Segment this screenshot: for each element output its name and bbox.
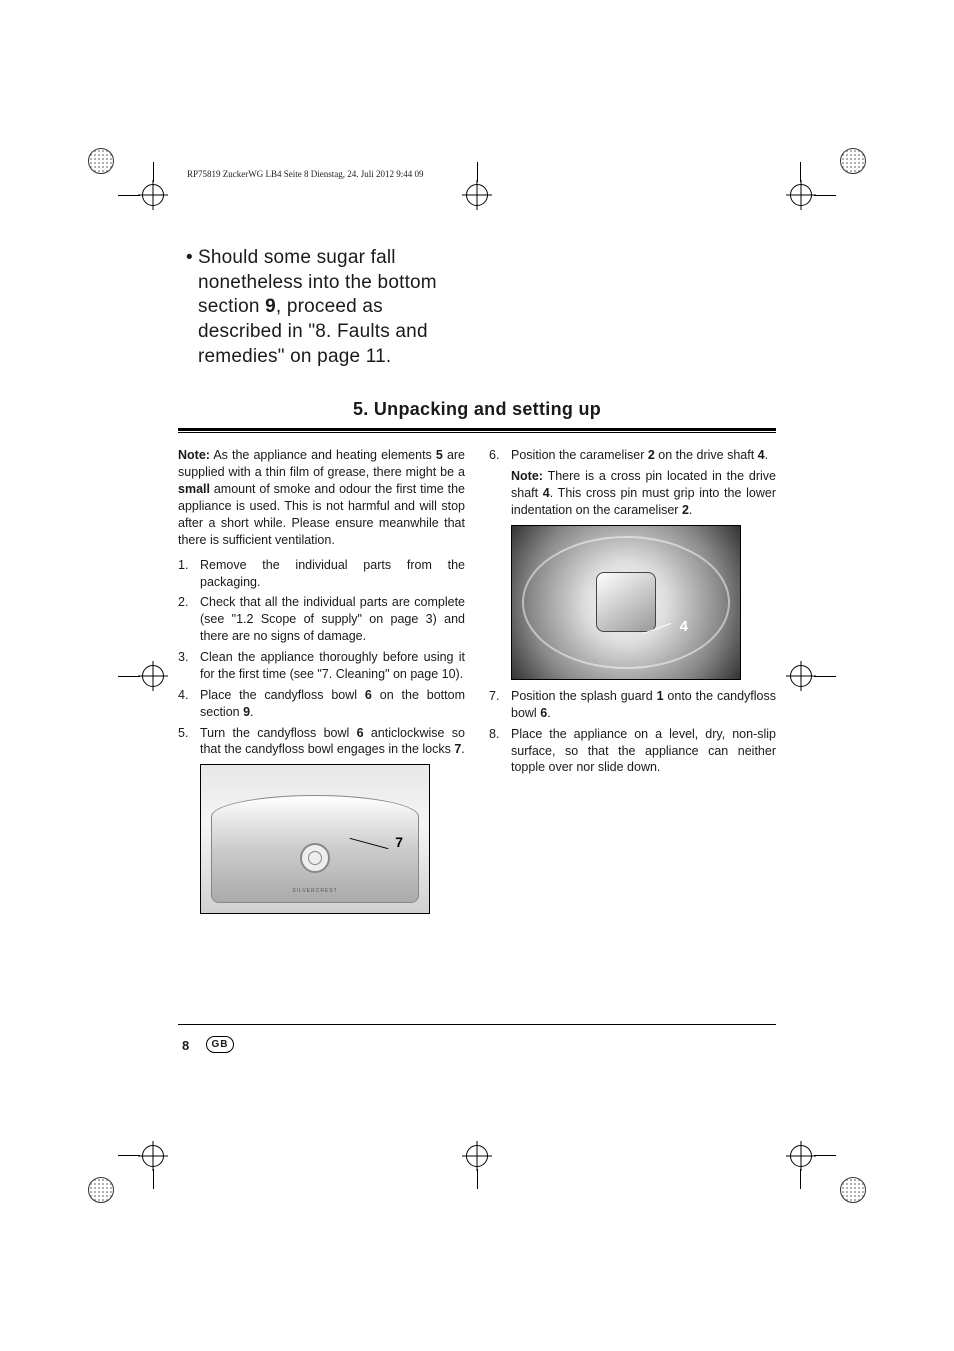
figure-carameliser: 4	[511, 525, 741, 680]
left-steps: 1.Remove the individual parts from the p…	[178, 557, 465, 759]
title-rule-thin	[178, 432, 776, 433]
two-column-layout: Note: As the appliance and heating eleme…	[178, 447, 776, 920]
crop-mark-tr	[816, 148, 866, 198]
right-steps-b: 7.Position the splash guard 1 onto the c…	[489, 688, 776, 776]
crop-mark-top-center	[452, 148, 502, 198]
step-5: 5.Turn the candyfloss bowl 6 anticlockwi…	[178, 725, 465, 759]
left-note: Note: As the appliance and heating eleme…	[178, 447, 465, 548]
carameliser-unit	[596, 572, 656, 632]
step-2: 2.Check that all the individual parts ar…	[178, 594, 465, 645]
intro-text: Should some sugar fall nonetheless into …	[198, 247, 437, 367]
section-title: 5. Unpacking and setting up	[178, 399, 776, 420]
crop-mark-br	[816, 1153, 866, 1203]
intro-bullet: • Should some sugar fall nonetheless int…	[198, 246, 458, 369]
right-column: 6.Position the carameliser 2 on the driv…	[489, 447, 776, 920]
figure-callout-4: 4	[680, 617, 688, 637]
title-rule-thick	[178, 428, 776, 431]
brand-label: SILVERCREST	[292, 888, 337, 895]
step-7: 7.Position the splash guard 1 onto the c…	[489, 688, 776, 722]
crop-mark-bottom-center	[452, 1153, 502, 1203]
step-8: 8.Place the appliance on a level, dry, n…	[489, 726, 776, 777]
step-6: 6.Position the carameliser 2 on the driv…	[489, 447, 776, 464]
bullet-glyph: •	[186, 246, 193, 271]
right-steps-a: 6.Position the carameliser 2 on the driv…	[489, 447, 776, 464]
device-knob	[300, 843, 330, 873]
right-note: Note: There is a cross pin located in th…	[511, 468, 776, 519]
footer-rule	[178, 1024, 776, 1025]
figure-bowl-lock: SILVERCREST 7	[200, 764, 430, 914]
crop-mark-bl	[88, 1153, 138, 1203]
step-3: 3.Clean the appliance thoroughly before …	[178, 649, 465, 683]
step-4: 4.Place the candyfloss bowl 6 on the bot…	[178, 687, 465, 721]
left-column: Note: As the appliance and heating eleme…	[178, 447, 465, 920]
print-header: RP75819 ZuckerWG LB4 Seite 8 Dienstag, 2…	[187, 169, 423, 179]
step-1: 1.Remove the individual parts from the p…	[178, 557, 465, 591]
crop-mark-tl	[88, 148, 138, 198]
crop-mark-left-center	[88, 651, 138, 701]
page-number: 8	[182, 1038, 189, 1053]
page-content: • Should some sugar fall nonetheless int…	[178, 246, 776, 920]
crop-mark-right-center	[816, 651, 866, 701]
language-badge: GB	[206, 1036, 234, 1053]
figure-callout-7: 7	[395, 833, 403, 852]
